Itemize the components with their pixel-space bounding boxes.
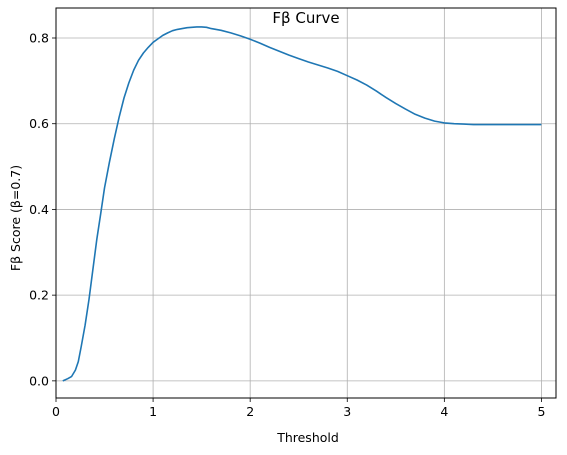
x-tick-label: 3 bbox=[343, 404, 351, 419]
x-tick-label: 5 bbox=[537, 404, 545, 419]
y-tick-label: 0.2 bbox=[29, 288, 49, 303]
y-tick-label: 0.8 bbox=[29, 31, 49, 46]
grid-layer bbox=[55, 8, 556, 398]
series-line bbox=[62, 26, 542, 382]
y-tick-label: 0.0 bbox=[29, 373, 49, 388]
y-tick-label: 0.6 bbox=[29, 116, 49, 131]
line-layer bbox=[62, 26, 542, 382]
tick-layer: 0 1 2 3 4 5 0.0 0.2 0.4 0.6 0.8 bbox=[29, 31, 545, 420]
plot-frame bbox=[55, 7, 557, 399]
chart-title: Fβ Curve bbox=[272, 9, 339, 27]
y-axis-label: Fβ Score (β=0.7) bbox=[8, 165, 23, 271]
x-tick-label: 0 bbox=[52, 404, 60, 419]
x-tick-label: 2 bbox=[246, 404, 254, 419]
x-tick-label: 1 bbox=[149, 404, 157, 419]
y-tick-label: 0.4 bbox=[29, 202, 49, 217]
x-tick-label: 4 bbox=[440, 404, 448, 419]
x-axis-label: Threshold bbox=[276, 430, 339, 445]
